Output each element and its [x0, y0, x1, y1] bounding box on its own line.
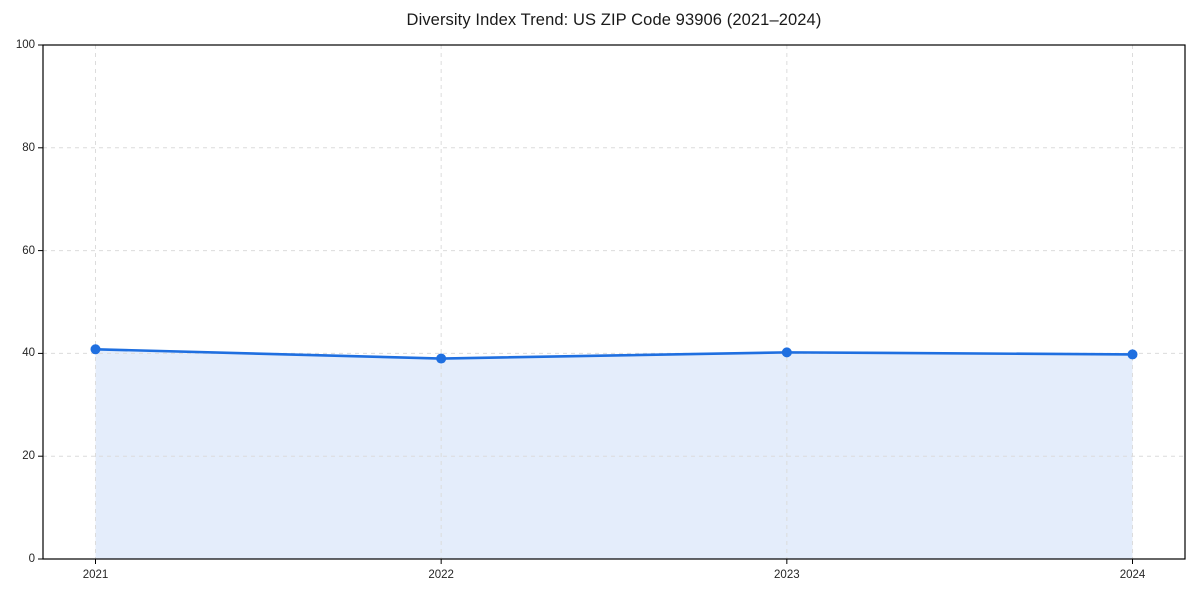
- x-tick-label: 2023: [774, 569, 800, 581]
- tick-marks-layer: [38, 44, 1133, 564]
- data-line: [94, 347, 1134, 360]
- axes-spines: [42, 44, 1186, 560]
- chart-title: Diversity Index Trend: US ZIP Code 93906…: [406, 11, 822, 29]
- data-point: [436, 353, 447, 364]
- data-point: [781, 347, 792, 358]
- area-fill-layer: [95, 349, 1133, 559]
- y-tick-label: 20: [22, 450, 35, 463]
- y-tick-label: 0: [28, 553, 35, 565]
- axes-spines-layer: [42, 44, 1186, 560]
- y-tick-label: 100: [15, 39, 35, 51]
- area-fill: [95, 349, 1133, 559]
- x-tick-label: 2021: [82, 569, 109, 581]
- x-tick-label: 2022: [428, 569, 454, 581]
- y-tick-label: 80: [22, 141, 35, 154]
- y-tick-label: 40: [22, 347, 35, 360]
- data-line-layer: [94, 347, 1134, 360]
- gridline-layer: [43, 45, 1185, 559]
- y-tick-label: 60: [22, 244, 35, 257]
- data-point: [90, 344, 101, 355]
- data-point-layer: [90, 344, 1138, 364]
- x-tick-label: 2024: [1119, 569, 1146, 581]
- data-point: [1127, 349, 1138, 360]
